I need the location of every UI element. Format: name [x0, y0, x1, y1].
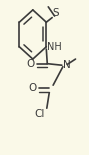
Text: S: S — [52, 8, 59, 18]
Text: N: N — [63, 60, 71, 70]
Text: Cl: Cl — [34, 109, 44, 119]
Text: O: O — [28, 83, 37, 93]
Text: O: O — [26, 59, 35, 69]
Text: NH: NH — [47, 42, 62, 52]
